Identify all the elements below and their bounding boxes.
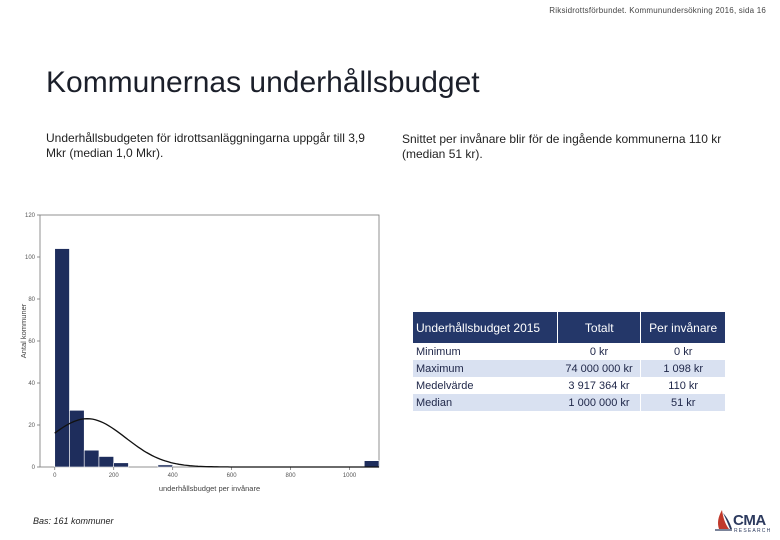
- table-row: Median 1 000 000 kr 51 kr: [413, 394, 725, 411]
- page-title: Kommunernas underhållsbudget: [46, 66, 480, 99]
- header-note: Riksidrottsförbundet. Kommunundersökning…: [549, 6, 766, 15]
- histogram-chart: 0 20 40 60 80 100 120 0 200 400 600 800 1000 underhål…: [14, 205, 384, 495]
- x-tick-label: 600: [227, 473, 238, 479]
- table-row: Medelvärde 3 917 364 kr 110 kr: [413, 377, 725, 394]
- table-cell: 51 kr: [640, 394, 725, 411]
- table-cell: Medelvärde: [416, 379, 474, 392]
- logo-subtext: RESEARCH: [734, 528, 772, 534]
- y-tick-label: 20: [28, 423, 35, 429]
- budget-table: Underhållsbudget 2015 Totalt Per invånar…: [413, 312, 725, 411]
- histogram-bar: [98, 456, 114, 468]
- table-header-cell: Totalt: [557, 312, 641, 343]
- y-tick-label: 0: [32, 465, 36, 471]
- y-tick-label: 40: [28, 381, 35, 387]
- histogram-bar: [113, 462, 129, 468]
- histogram-bar: [157, 464, 173, 468]
- x-tick-label: 800: [286, 473, 297, 479]
- left-description: Underhållsbudgeten för idrottsanläggning…: [46, 131, 365, 160]
- table-cell: Maximum: [413, 360, 558, 377]
- sail-icon: [715, 510, 732, 531]
- table-header-row: Underhållsbudget 2015 Totalt Per invånar…: [413, 312, 725, 343]
- right-description: Snittet per invånare blir för de ingåend…: [402, 132, 722, 161]
- table-row: Minimum 0 kr 0 kr: [413, 343, 725, 360]
- table-cell: 74 000 000 kr: [557, 360, 641, 377]
- table-header-cell: Underhållsbudget 2015: [413, 312, 558, 343]
- x-tick-label: 0: [53, 473, 57, 479]
- table-cell: 0 kr: [589, 345, 609, 358]
- histogram-bar: [69, 410, 85, 468]
- x-tick-label: 1000: [343, 473, 357, 479]
- x-tick-label: 200: [109, 473, 120, 479]
- table-cell: 110 kr: [640, 377, 725, 394]
- table-cell: 1 098 kr: [640, 360, 725, 377]
- table-cell: 3 917 364 kr: [568, 379, 630, 392]
- histogram-bar: [83, 449, 100, 468]
- table-cell: 0 kr: [640, 343, 725, 360]
- table-header-cell: Per invånare: [640, 312, 725, 343]
- table-cell: Median: [413, 394, 558, 411]
- histogram-svg: 0 20 40 60 80 100 120 0 200 400 600 800 1000 underhål…: [19, 213, 380, 493]
- logo-text: CMA: [733, 512, 766, 529]
- base-note: Bas: 161 kommuner: [33, 516, 114, 526]
- x-axis-label: underhållsbudget per invånare: [159, 484, 260, 493]
- y-tick-label: 100: [25, 255, 36, 261]
- histogram-bar: [363, 460, 380, 468]
- y-tick-label: 60: [28, 339, 35, 345]
- x-tick-label: 400: [168, 473, 179, 479]
- plot-frame: [39, 214, 380, 468]
- y-tick-label: 120: [25, 213, 36, 219]
- table-row: Maximum 74 000 000 kr 1 098 kr: [413, 360, 725, 377]
- normal-curve: [54, 418, 379, 468]
- y-axis-label: Antal kommuner: [19, 303, 28, 358]
- y-tick-label: 80: [28, 297, 35, 303]
- histogram-bar: [54, 248, 70, 468]
- table-cell: 1 000 000 kr: [557, 394, 641, 411]
- table-cell: Minimum: [416, 345, 461, 358]
